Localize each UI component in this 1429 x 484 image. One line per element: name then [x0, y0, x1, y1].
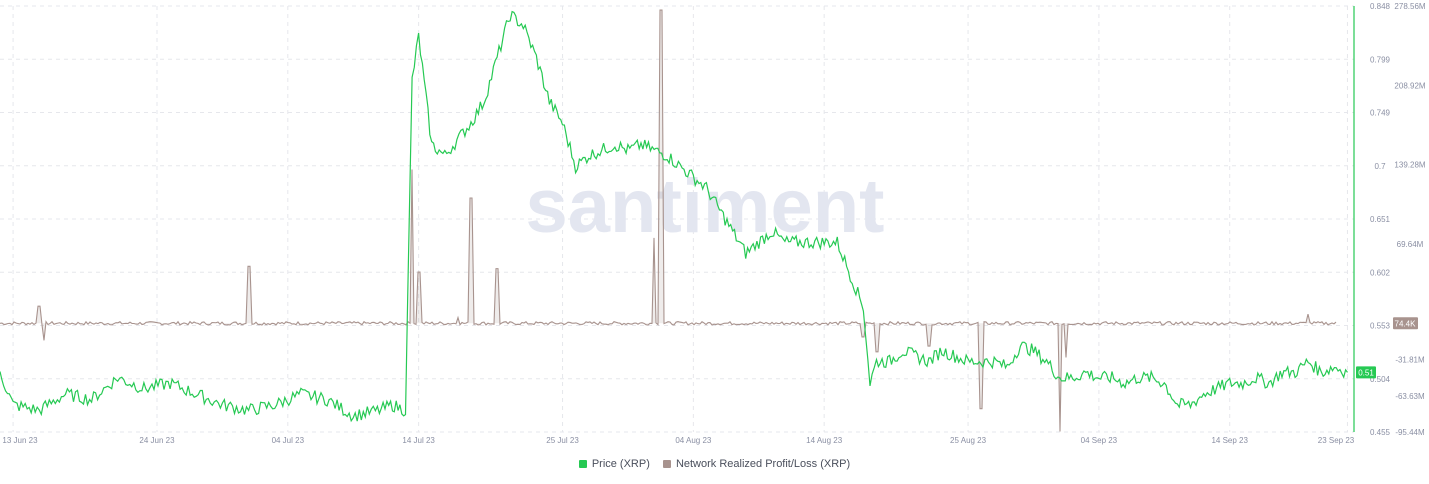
profit-loss-tick-label: -63.63M: [1395, 392, 1425, 401]
legend-item-price[interactable]: Price (XRP): [578, 458, 650, 470]
x-tick-label: 14 Jul 23: [402, 436, 435, 445]
price-tick-label: 0.848: [1370, 2, 1391, 11]
profit-loss-tick-label: -31.81M: [1395, 356, 1425, 365]
profit-loss-line: [0, 9, 1337, 432]
profit-loss-tick-label: 278.56M: [1394, 2, 1425, 11]
price-tick-label: 0.455: [1370, 428, 1391, 437]
grid-lines: [0, 5, 1354, 433]
price-swatch: [578, 460, 587, 468]
profit-loss-tick-label: 69.64M: [1397, 240, 1424, 249]
legend-label-price: Price (XRP): [591, 458, 650, 470]
axes: 0.8480.7990.7490.70.6510.6020.5530.5040.…: [2, 2, 1425, 445]
price-series: [0, 10, 1348, 423]
price-last-value: 0.51: [1358, 368, 1374, 377]
x-tick-label: 25 Aug 23: [950, 436, 987, 445]
price-tick-label: 0.602: [1370, 268, 1391, 277]
price-tick-label: 0.504: [1370, 375, 1391, 384]
profit-loss-tick-label: 208.92M: [1394, 81, 1425, 90]
profit-loss-swatch: [662, 460, 671, 468]
price-tick-label: 0.553: [1370, 322, 1391, 331]
price-vs-profit-loss-chart: santiment 0.848 0.799 0.749 0.7 0.651 0.602 0.…: [0, 2, 1426, 445]
price-last-value-badge: [1356, 366, 1376, 379]
x-tick-label: 14 Aug 23: [806, 436, 843, 445]
x-tick-label: 13 Jun 23: [2, 436, 38, 445]
legend-item-profit-loss[interactable]: Network Realized Profit/Loss (XRP): [662, 458, 851, 470]
x-tick-label: 24 Jun 23: [139, 436, 175, 445]
profit-loss-tick-label: 139.28M: [1394, 161, 1425, 170]
price-tick-label: 0.799: [1370, 55, 1391, 64]
x-tick-label: 04 Aug 23: [675, 436, 712, 445]
profit-loss-series: [0, 9, 1337, 432]
legend-label-profit-loss: Network Realized Profit/Loss (XRP): [675, 458, 851, 470]
price-tick-label: 0.749: [1370, 109, 1391, 118]
profit-loss-last-value: 74.4K: [1395, 319, 1417, 328]
chart-legend: Price (XRP) Network Realized Profit/Loss…: [0, 458, 1429, 471]
price-tick-label: 0.7: [1374, 162, 1386, 171]
x-tick-label: 23 Sep 23: [1318, 436, 1355, 445]
profit-loss-last-value-badge: [1393, 317, 1418, 330]
x-tick-label: 25 Jul 23: [546, 436, 579, 445]
price-tick-label: 0.651: [1370, 215, 1391, 224]
x-tick-label: 14 Sep 23: [1211, 436, 1248, 445]
x-tick-label: 04 Jul 23: [272, 436, 305, 445]
price-line: [0, 10, 1348, 423]
profit-loss-tick-label: -95.44M: [1395, 428, 1425, 437]
santiment-watermark: santiment: [526, 164, 885, 249]
x-tick-label: 04 Sep 23: [1081, 436, 1118, 445]
